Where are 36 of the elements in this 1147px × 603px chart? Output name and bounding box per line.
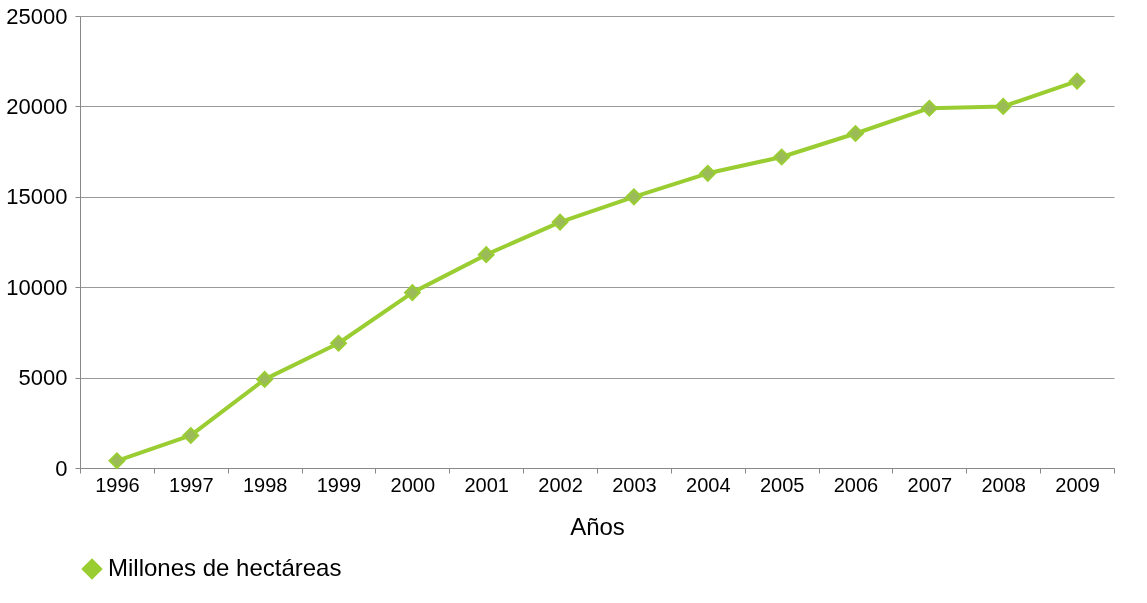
point <box>994 97 1012 115</box>
x-tick-label: 2004 <box>686 473 731 496</box>
point <box>773 148 791 166</box>
y-tick-label: 5000 <box>18 365 68 391</box>
y-tick-label: 15000 <box>6 184 68 210</box>
x-tick-label: 1996 <box>95 473 140 496</box>
x-tick-label: 2009 <box>1055 473 1100 496</box>
y-tick-label: 0 <box>55 455 68 481</box>
x-tick-label: 2001 <box>464 473 509 496</box>
point <box>551 213 569 231</box>
point <box>920 99 938 117</box>
point <box>847 125 864 142</box>
x-tick-label: 2007 <box>907 473 953 496</box>
point <box>256 370 274 388</box>
y-tick-label: 10000 <box>6 274 68 300</box>
x-tick-label: 2006 <box>833 473 879 496</box>
y-tick-label: 25000 <box>6 3 68 29</box>
x-tick-label: 1998 <box>242 473 288 496</box>
legend-label: Millones de hectáreas <box>108 554 342 581</box>
x-tick-label: 2003 <box>612 473 657 496</box>
point <box>108 452 126 470</box>
point <box>403 284 421 302</box>
point <box>182 427 200 444</box>
point <box>699 164 717 182</box>
point <box>330 334 347 352</box>
x-tick-label: 1997 <box>169 473 214 496</box>
x-tick-label: 2000 <box>390 473 436 496</box>
x-axis-title: Años <box>570 512 625 540</box>
x-tick-label: 1999 <box>316 473 362 496</box>
point <box>1068 72 1086 90</box>
y-tick-label: 20000 <box>6 93 68 119</box>
point <box>477 246 495 264</box>
x-tick-label: 2005 <box>759 473 805 496</box>
point <box>625 188 643 206</box>
x-tick-label: 2002 <box>538 473 583 496</box>
x-tick-label: 2008 <box>981 473 1026 496</box>
